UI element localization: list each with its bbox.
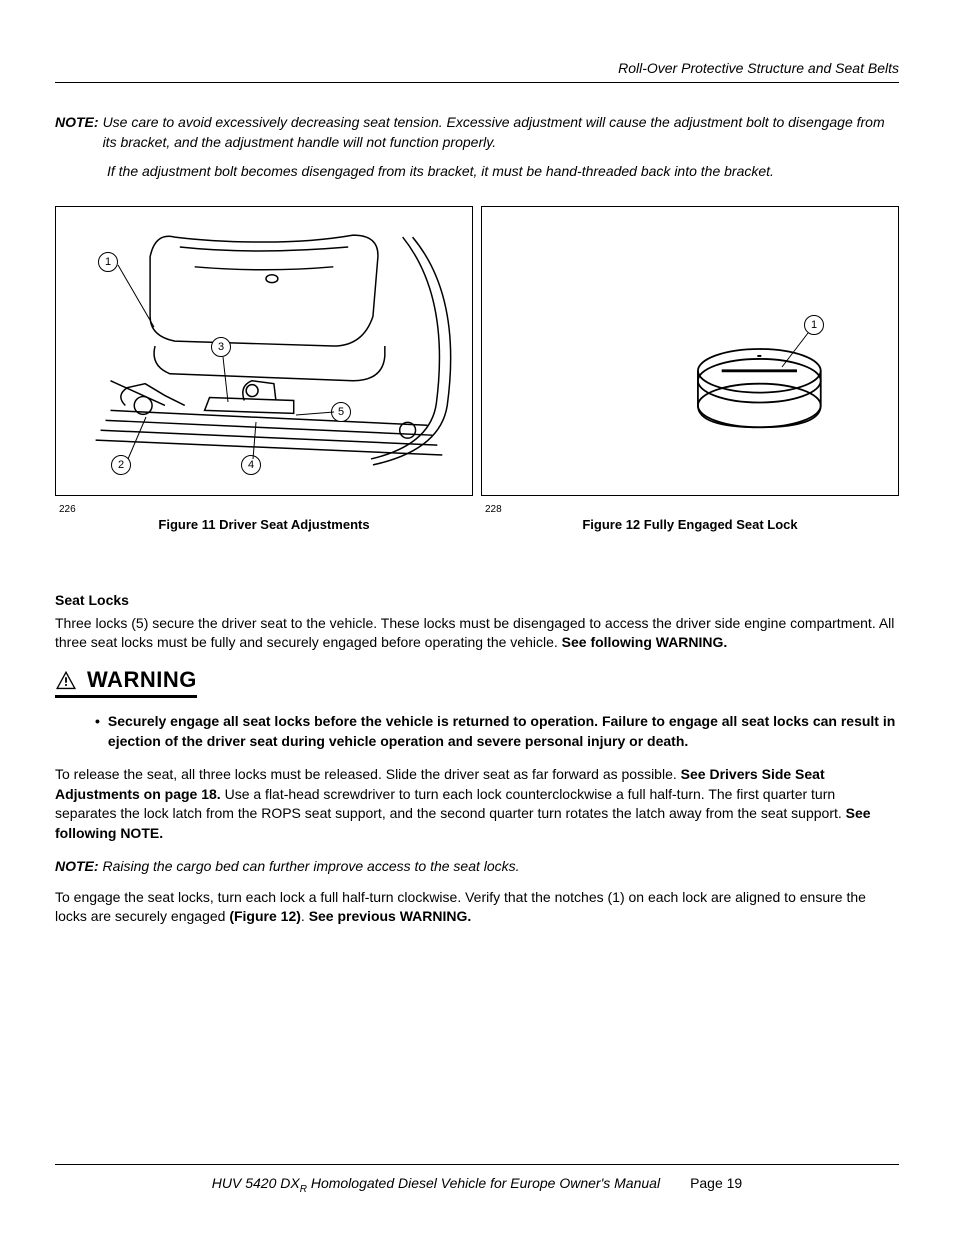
note-2: NOTE: Raising the cargo bed can further …	[55, 858, 899, 874]
note-continuation: If the adjustment bolt becomes disengage…	[107, 162, 899, 182]
note-text: Use care to avoid excessively decreasing…	[103, 113, 899, 152]
page-header: Roll-Over Protective Structure and Seat …	[55, 60, 899, 83]
warning-bullet: • Securely engage all seat locks before …	[95, 712, 899, 751]
warning-header: WARNING	[55, 667, 197, 698]
note-block-1: NOTE: Use care to avoid excessively decr…	[55, 113, 899, 152]
seat-locks-para: Three locks (5) secure the driver seat t…	[55, 614, 899, 653]
engage-para: To engage the seat locks, turn each lock…	[55, 888, 899, 927]
release-para: To release the seat, all three locks mus…	[55, 765, 899, 843]
engage-b: (Figure 12)	[229, 908, 301, 924]
page-footer: HUV 5420 DXR Homologated Diesel Vehicle …	[55, 1164, 899, 1195]
seat-locks-text: Three locks (5) secure the driver seat t…	[55, 615, 894, 651]
see-warning-1: See following WARNING.	[562, 634, 728, 650]
bullet-dot: •	[95, 712, 100, 751]
footer-title-a: HUV 5420 DX	[212, 1175, 300, 1191]
warning-block: WARNING	[55, 667, 899, 698]
note2-label: NOTE:	[55, 858, 99, 874]
figure-11-box: 1 2 3 4 5	[55, 206, 473, 496]
figure-captions: Figure 11 Driver Seat Adjustments Figure…	[55, 517, 899, 532]
warning-bullet-text: Securely engage all seat locks before th…	[108, 712, 899, 751]
footer-sub: R	[300, 1184, 307, 1195]
fig-num-right: 228	[481, 504, 899, 515]
figure-numbers: 226 228	[55, 504, 899, 515]
note2-text: Raising the cargo bed can further improv…	[99, 858, 520, 874]
figures-row: 1 2 3 4 5 1	[55, 206, 899, 496]
footer-title-b: Homologated Diesel Vehicle for Europe Ow…	[307, 1175, 660, 1191]
release-a: To release the seat, all three locks mus…	[55, 766, 681, 782]
header-title: Roll-Over Protective Structure and Seat …	[618, 60, 899, 76]
seat-locks-heading: Seat Locks	[55, 592, 899, 608]
engage-c: .	[301, 908, 309, 924]
fig-cap-left: Figure 11 Driver Seat Adjustments	[55, 517, 473, 532]
callout-leaders	[56, 207, 472, 495]
footer-page: Page 19	[690, 1175, 742, 1191]
note-label: NOTE:	[55, 113, 99, 152]
fig-cap-right: Figure 12 Fully Engaged Seat Lock	[481, 517, 899, 532]
fig-num-left: 226	[55, 504, 473, 515]
warning-icon	[55, 670, 77, 690]
callout-leader-r	[482, 207, 898, 495]
warning-title: WARNING	[87, 667, 197, 693]
engage-d: See previous WARNING.	[309, 908, 472, 924]
figure-12-box: 1	[481, 206, 899, 496]
